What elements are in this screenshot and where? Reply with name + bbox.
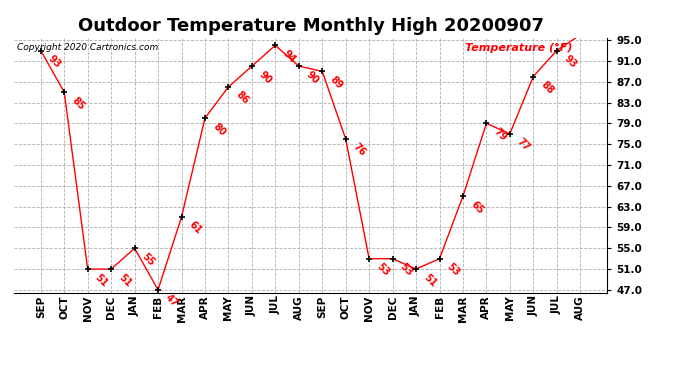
Text: 51: 51: [422, 272, 438, 288]
Text: 51: 51: [117, 272, 133, 288]
Text: 79: 79: [492, 126, 509, 143]
Text: 90: 90: [257, 69, 274, 86]
Text: 93: 93: [562, 53, 579, 70]
Title: Outdoor Temperature Monthly High 20200907: Outdoor Temperature Monthly High 2020090…: [77, 16, 544, 34]
Text: 53: 53: [445, 261, 462, 278]
Text: 89: 89: [328, 74, 344, 91]
Text: 76: 76: [351, 142, 368, 158]
Text: 80: 80: [210, 121, 227, 138]
Text: 61: 61: [187, 220, 204, 236]
Text: 65: 65: [469, 199, 485, 216]
Text: Temperature (°F): Temperature (°F): [465, 43, 572, 52]
Text: 88: 88: [539, 79, 555, 96]
Text: 77: 77: [515, 136, 532, 153]
Text: 85: 85: [70, 95, 86, 112]
Text: 53: 53: [398, 261, 415, 278]
Text: 90: 90: [304, 69, 321, 86]
Text: 93: 93: [46, 53, 63, 70]
Text: 55: 55: [140, 251, 157, 268]
Text: 94: 94: [281, 48, 297, 65]
Text: 53: 53: [375, 261, 391, 278]
Text: 86: 86: [234, 90, 250, 106]
Text: 47: 47: [164, 292, 180, 309]
Text: 51: 51: [93, 272, 110, 288]
Text: 96: 96: [0, 374, 1, 375]
Text: Copyright 2020 Cartronics.com: Copyright 2020 Cartronics.com: [17, 43, 158, 52]
